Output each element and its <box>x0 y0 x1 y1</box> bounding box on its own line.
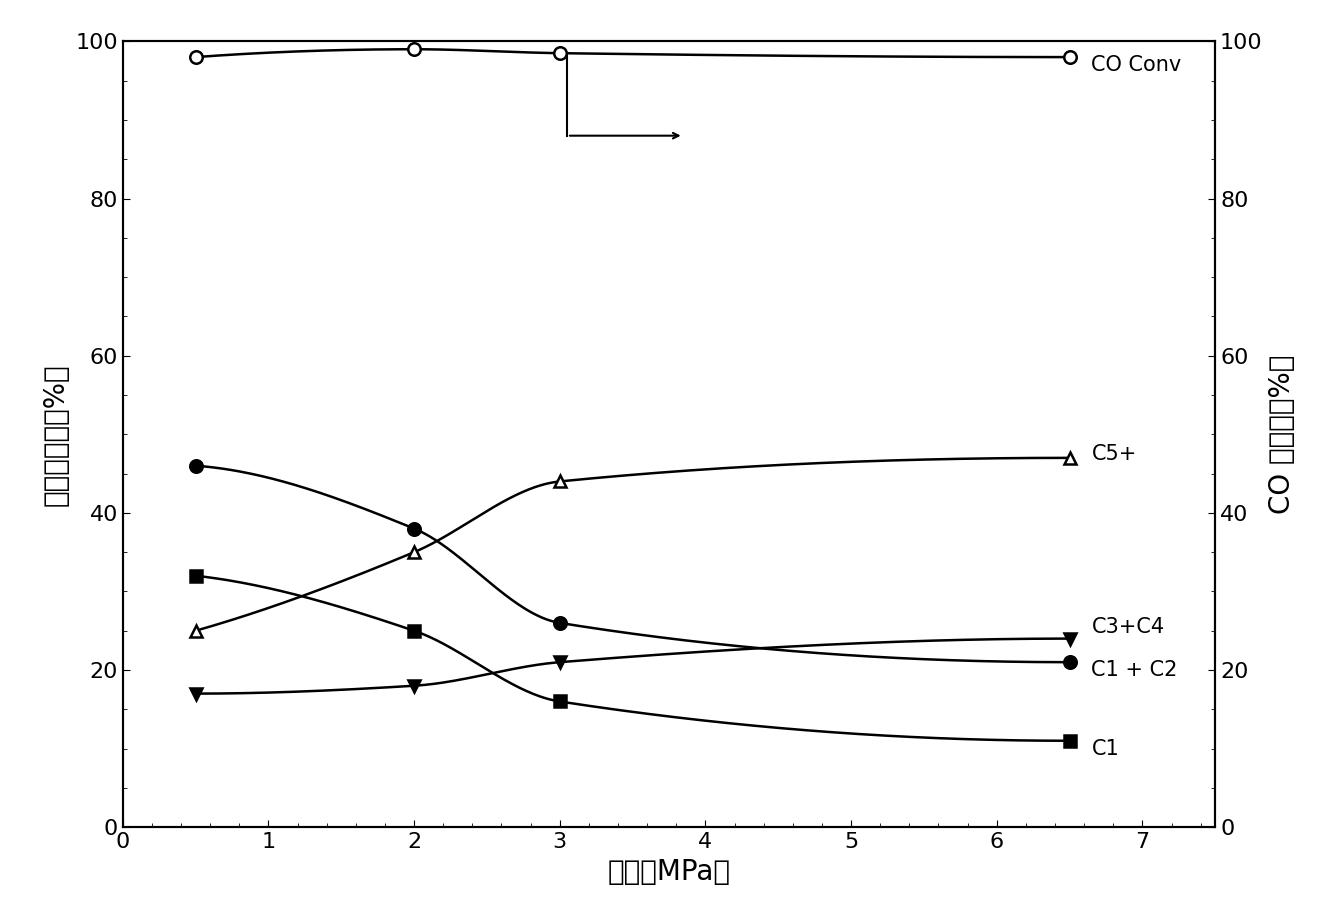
Text: C1 + C2: C1 + C2 <box>1092 660 1177 680</box>
Y-axis label: CO 转化率（%）: CO 转化率（%） <box>1268 355 1297 514</box>
Text: C3+C4: C3+C4 <box>1092 617 1164 637</box>
Y-axis label: 产物选择性（%）: 产物选择性（%） <box>41 363 70 505</box>
Text: CO Conv: CO Conv <box>1092 55 1181 75</box>
Text: C5+: C5+ <box>1092 444 1137 464</box>
Text: C1: C1 <box>1092 739 1119 758</box>
X-axis label: 压力（MPa）: 压力（MPa） <box>607 857 731 886</box>
